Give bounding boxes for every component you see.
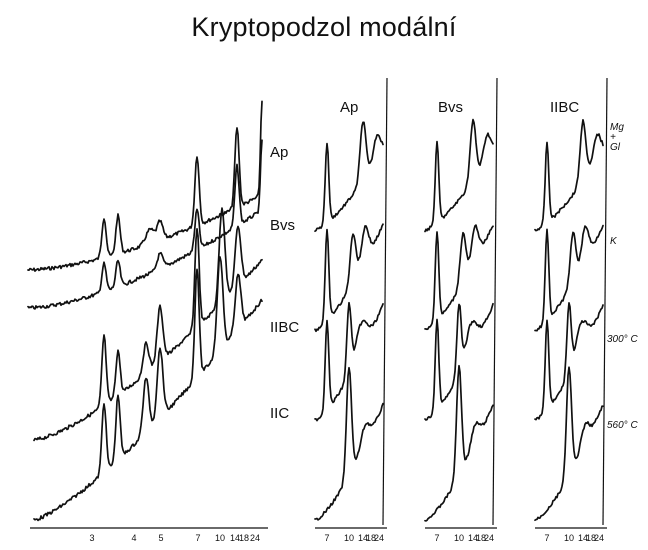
treatment-label: K [610,236,618,247]
clay-tick-label: 7 [324,533,329,543]
page-title: Kryptopodzol modální [191,12,457,42]
bulk-series-label: IIBC [270,319,299,336]
clay-group-label: Ap [340,99,358,116]
bulk-series-label: Bvs [270,217,295,234]
clay-trace-bvs-t3 [424,364,494,522]
clay-tick-label: 10 [344,533,354,543]
clay-tick-label: 24 [374,533,384,543]
treatment-label: Mg + Gl [610,122,624,153]
bulk-tick-label: 5 [158,533,163,543]
bulk-trace-iibc [33,207,263,442]
bulk-trace-iic [33,256,263,522]
bulk-tick-label: 3 [89,533,94,543]
clay-trace-iibc-t3 [534,366,604,522]
clay-trace-iibc-t2 [534,302,604,421]
clay-trace-iibc-t0 [534,118,604,232]
clay-group-label: Bvs [438,99,463,116]
bulk-tick-label: 18 [239,533,249,543]
bulk-trace-bvs [27,139,263,310]
clay-trace-bvs-t1 [424,224,494,331]
clay-tick-label: 14 [578,533,588,543]
clay-trace-bvs-t2 [424,302,494,421]
clay-axis-right [492,77,498,526]
labels-layer: Ap Bvs IIBC IIC Ap Bvs IIBC Mg + Gl K 300° C 560° C [270,99,638,431]
bulk-tick-label: 10 [215,533,225,543]
clay-tick-label: 7 [544,533,549,543]
treatment-label: 560° C [607,420,638,431]
bulk-trace-ap [27,100,263,272]
clay-axis-right [382,77,388,526]
clay-trace-ap-t1 [314,223,384,333]
clay-tick-label: 14 [358,533,368,543]
clay-tick-label: 24 [484,533,494,543]
bulk-tick-label: 4 [131,533,136,543]
clay-trace-ap-t2 [314,301,384,422]
clay-trace-bvs-t0 [424,118,494,233]
clay-trace-iibc-t1 [534,224,604,332]
treatment-label: 300° C [607,334,638,345]
clay-trace-ap-t3 [314,366,384,521]
clay-tick-label: 14 [468,533,478,543]
clay-group-label: IIBC [550,99,579,116]
clay-tick-label: 24 [594,533,604,543]
bulk-series-label: Ap [270,144,288,161]
clay-tick-label: 18 [476,533,486,543]
bulk-series-label: IIC [270,405,289,422]
clay-tick-label: 18 [586,533,596,543]
clay-tick-label: 10 [564,533,574,543]
clay-trace-ap-t0 [314,121,384,233]
clay-tick-label: 10 [454,533,464,543]
bulk-tick-label: 14 [230,533,240,543]
bulk-tick-label: 24 [250,533,260,543]
clay-tick-label: 18 [366,533,376,543]
clay-axis-right [602,77,608,526]
clay-tick-label: 7 [434,533,439,543]
bulk-tick-label: 7 [195,533,200,543]
